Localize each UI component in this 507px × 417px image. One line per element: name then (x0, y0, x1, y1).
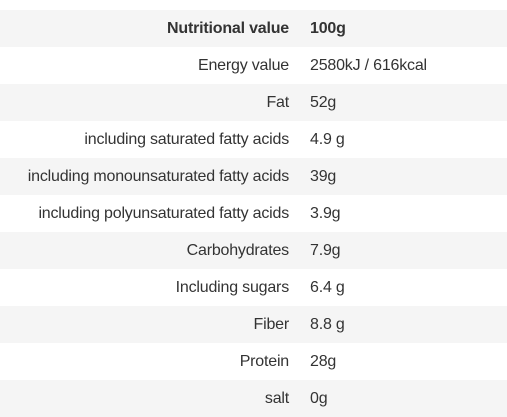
row-label: Including sugars (175, 278, 290, 296)
table-row: salt 0g (0, 380, 507, 417)
table-row: including saturated fatty acids 4.9 g (0, 121, 507, 158)
row-value: 28g (310, 352, 337, 370)
table-header-row: Nutritional value 100g (0, 10, 507, 47)
row-label: Carbohydrates (186, 241, 290, 259)
table-row: including polyunsaturated fatty acids 3.… (0, 195, 507, 232)
row-value: 7.9g (310, 241, 341, 259)
row-label: Energy value (198, 56, 289, 74)
row-value: 4.9 g (310, 130, 345, 148)
row-label: Protein (239, 352, 289, 370)
row-value: 6.4 g (310, 278, 345, 296)
row-label: Fiber (253, 315, 290, 333)
row-value: 2580kJ / 616kcal (310, 56, 427, 74)
row-value: 0g (310, 389, 328, 407)
row-label: salt (264, 389, 289, 407)
row-label: Fat (266, 93, 289, 111)
table-row: Including sugars 6.4 g (0, 269, 507, 306)
table-row: Carbohydrates 7.9g (0, 232, 507, 269)
table-row: Fiber 8.8 g (0, 306, 507, 343)
header-value: 100g (310, 19, 346, 37)
row-value: 39g (310, 167, 337, 185)
row-value: 3.9g (310, 204, 341, 222)
row-label: including saturated fatty acids (84, 130, 289, 148)
table-row: including monounsaturated fatty acids 39… (0, 158, 507, 195)
row-value: 52g (310, 93, 337, 111)
header-label: Nutritional value (167, 19, 289, 37)
table-row: Fat 52g (0, 84, 507, 121)
row-label: including monounsaturated fatty acids (27, 167, 289, 185)
row-value: 8.8 g (310, 315, 345, 333)
table-row: Energy value 2580kJ / 616kcal (0, 47, 507, 84)
row-label: including polyunsaturated fatty acids (38, 204, 289, 222)
table-row: Protein 28g (0, 343, 507, 380)
